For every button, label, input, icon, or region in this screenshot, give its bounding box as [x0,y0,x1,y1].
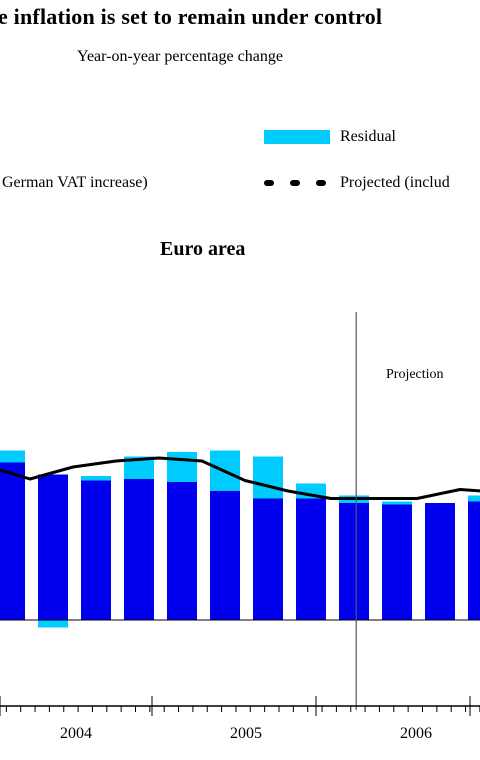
bar-core [425,503,455,620]
bar-core [253,498,283,620]
legend-projected-swatch [264,178,330,188]
legend-projected: Projected (includ [264,174,450,192]
bar-core [124,479,154,620]
legend-residual-swatch [264,130,330,144]
bar-core [210,491,240,620]
legend-residual-label: Residual [340,128,396,145]
bar-residual [81,476,111,481]
bar-residual [124,456,154,479]
bar-core [468,501,480,620]
bar-core [81,480,111,620]
bar-core [382,504,412,620]
bar-core [339,503,369,620]
x-tick-label: 2004 [60,725,92,742]
bar-residual [167,452,197,482]
legend-vat-label: German VAT increase) [2,174,148,191]
legend-projected-label: Projected (includ [340,174,450,191]
chart-subtitle: Year-on-year percentage change [77,48,283,65]
projection-label: Projection [386,367,444,382]
bar-core [0,462,25,620]
bar-core [38,474,68,620]
panel-title: Euro area [160,238,246,260]
x-tick-label: 2006 [400,725,432,742]
bar-residual [0,450,25,463]
bar-residual [382,501,412,505]
headline-line [0,456,480,500]
legend-vat: German VAT increase) [2,174,148,192]
legend-residual: Residual [264,128,396,146]
chart-title: e inflation is set to remain under contr… [0,4,383,29]
x-tick-label: 2005 [230,725,262,742]
bar-residual [253,456,283,499]
bar-residual [468,495,480,502]
bar-residual [38,620,68,628]
bar-core [296,498,326,620]
bar-core [167,482,197,620]
